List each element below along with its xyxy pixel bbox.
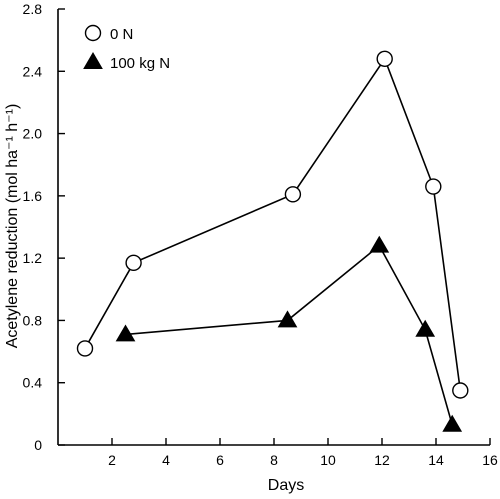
series-filled-triangle	[115, 235, 463, 432]
open-circle-marker	[84, 24, 102, 42]
legend-label: 0 N	[110, 26, 133, 43]
y-tick-label: 0.8	[23, 312, 43, 328]
y-tick-label: 0.4	[23, 375, 43, 391]
y-tick-label: 1.2	[23, 250, 43, 266]
filled-triangle-marker	[83, 52, 103, 69]
open-circle-marker	[284, 186, 302, 203]
filled-triangle-marker	[442, 414, 463, 432]
series-line	[125, 244, 453, 425]
x-tick-label: 8	[270, 452, 278, 468]
x-tick-label: 12	[374, 452, 390, 468]
y-tick-label: 2.8	[23, 1, 43, 17]
open-circle-marker	[452, 382, 469, 399]
filled-triangle-marker	[369, 235, 390, 253]
y-tick-label: 1.6	[23, 188, 43, 204]
y-tick-label: 2.0	[23, 126, 43, 142]
series-line	[84, 57, 462, 391]
filled-triangle-marker	[115, 324, 136, 342]
x-tick-label: 16	[482, 452, 498, 468]
open-circle-marker	[425, 178, 442, 195]
x-tick-label: 2	[108, 452, 116, 468]
legend-label: 100 kg N	[110, 55, 170, 72]
x-tick-label: 10	[320, 452, 336, 468]
y-tick-label: 2.4	[23, 63, 43, 79]
y-tick-label: 0	[34, 437, 42, 453]
series-layer	[76, 50, 469, 432]
ticks: 2 4 6 8 10 12 14 16 0 0.4 0.8 1.2 1.6 2.0 2.4 2.8	[23, 1, 498, 468]
y-axis-title: Acetylene reduction (mol ha⁻¹ h⁻¹)	[4, 104, 21, 349]
x-tick-label: 4	[162, 452, 170, 468]
open-circle-marker	[376, 50, 393, 68]
filled-triangle-marker	[277, 310, 298, 328]
series-open-circle	[76, 50, 469, 399]
filled-triangle-marker	[415, 319, 436, 337]
legend: 0 N 100 kg N	[83, 24, 170, 72]
open-circle-marker	[76, 340, 94, 357]
axes	[57, 9, 490, 446]
x-tick-label: 6	[216, 452, 224, 468]
open-circle-marker	[125, 254, 142, 272]
x-tick-label: 14	[428, 452, 444, 468]
x-axis-title: Days	[268, 477, 304, 494]
